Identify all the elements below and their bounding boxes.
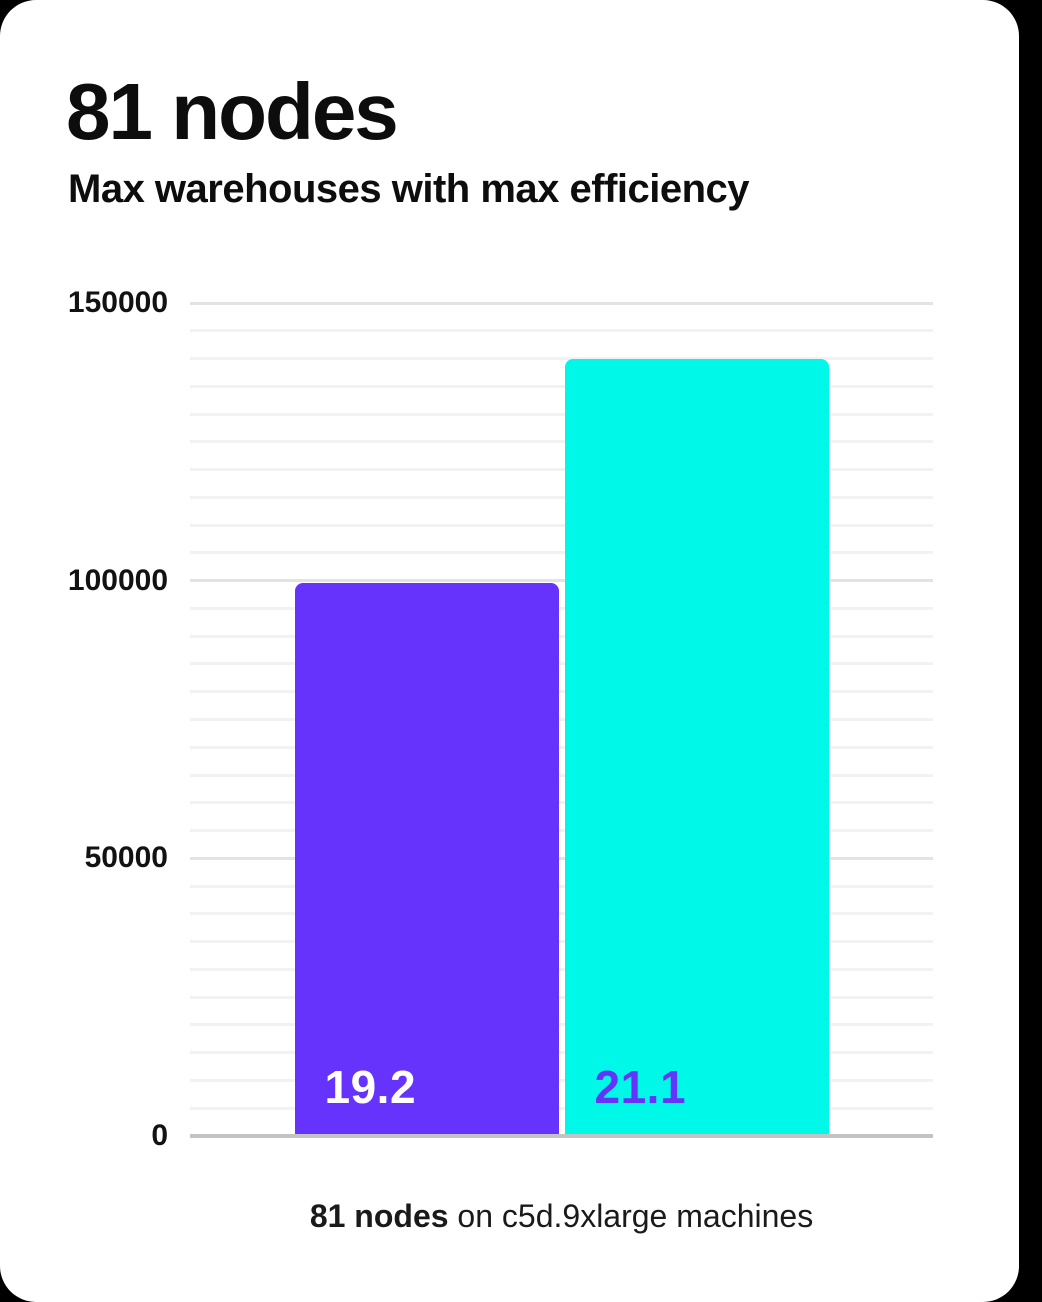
gridline-minor xyxy=(190,745,933,749)
bar-value-label: 21.1 xyxy=(594,1061,687,1113)
y-tick-label: 50000 xyxy=(84,841,168,875)
gridline-minor xyxy=(190,690,933,694)
gridline-minor xyxy=(190,718,933,721)
caption-bold-text: 81 nodes xyxy=(309,1198,449,1234)
gridline-minor xyxy=(190,995,933,999)
gridline-minor xyxy=(190,384,933,388)
gridline-minor xyxy=(190,495,933,499)
gridline-minor xyxy=(190,468,933,472)
page-title: 81 nodes xyxy=(66,67,399,156)
y-tick-label: 0 xyxy=(151,1119,168,1152)
y-axis-ticks: 0 50000 100000 150000 xyxy=(55,288,168,1151)
gridline-minor xyxy=(190,884,933,888)
bar-19.2: 19.2 xyxy=(294,583,559,1136)
gridline-minor xyxy=(190,1106,933,1110)
chart-caption: 81 nodes on c5d.9xlarge machines xyxy=(190,1196,933,1236)
chart-card: 81 nodes Max warehouses with max efficie… xyxy=(0,0,1019,1302)
gridline-minor xyxy=(190,1051,933,1055)
gridline-minor xyxy=(190,829,933,833)
gridline-major xyxy=(190,301,933,305)
gridline-minor xyxy=(190,1023,933,1027)
gridline-minor xyxy=(190,551,933,555)
gridline-major xyxy=(190,856,933,860)
y-tick-label: 150000 xyxy=(67,286,168,319)
y-tick-label: 100000 xyxy=(67,563,168,597)
caption-regular-text: on c5d.9xlarge machines xyxy=(448,1198,814,1234)
gridline-minor xyxy=(190,801,933,805)
bar-21.1: 21.1 xyxy=(564,358,829,1136)
gridline-minor xyxy=(190,662,933,666)
gridline-minor xyxy=(190,940,933,944)
gridline-minor xyxy=(190,634,933,638)
gridline-minor xyxy=(190,329,933,333)
gridline-minor xyxy=(190,357,933,361)
gridline-minor xyxy=(190,606,933,610)
bar-value-label: 19.2 xyxy=(324,1061,417,1113)
gridline-minor xyxy=(190,912,933,916)
gridline-minor xyxy=(190,1078,933,1082)
plot-area: 19.2 21.1 xyxy=(190,301,933,1138)
gridline-minor xyxy=(190,440,933,444)
page-subtitle: Max warehouses with max efficiency xyxy=(68,167,750,211)
gridline-major xyxy=(190,579,933,583)
gridline-minor xyxy=(190,773,933,777)
x-axis-line xyxy=(190,1134,933,1138)
gridline-minor xyxy=(190,523,933,527)
gridline-minor xyxy=(190,967,933,971)
gridline-minor xyxy=(190,412,933,416)
